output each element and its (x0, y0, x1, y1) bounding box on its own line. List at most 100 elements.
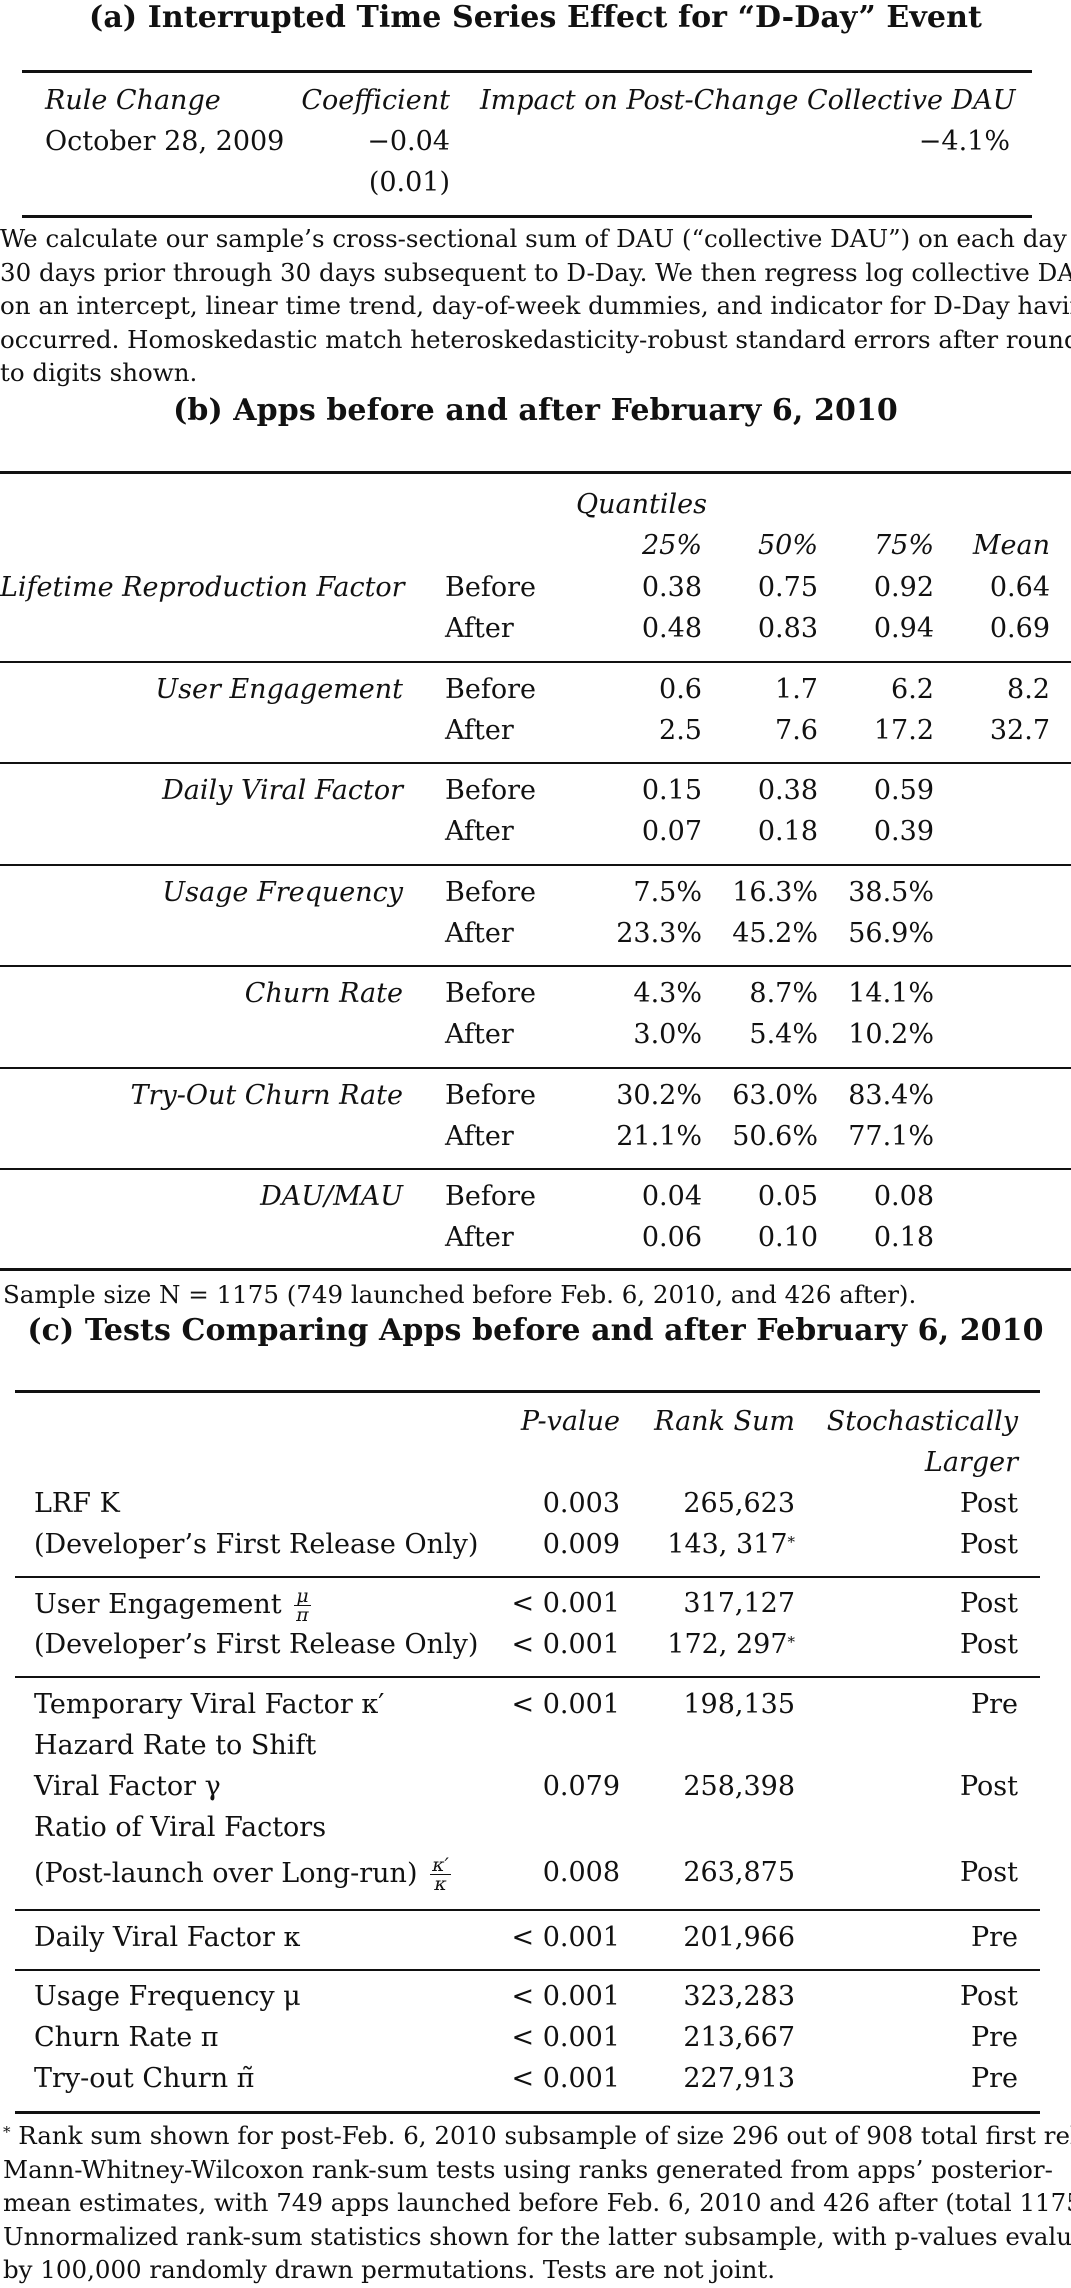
panel-c-rank-sum: 258,398 (683, 1771, 795, 1802)
panel-b-cell: 0.94 (873, 613, 934, 644)
panel-c-stochastically-larger: Pre (970, 2022, 1018, 2053)
panel-c-row-label: Temporary Viral Factor κ′ (34, 1689, 385, 1720)
panel-a-top-rule (22, 70, 1032, 73)
panel-b-col-50: 50% (757, 530, 818, 561)
panel-c-pvalue: 0.008 (542, 1857, 620, 1888)
panel-c-stochastically-larger: Post (959, 1488, 1018, 1519)
panel-c-pvalue: < 0.001 (511, 1981, 620, 2012)
fraction-symbol: κ′ κ (430, 1854, 451, 1895)
panel-c-pvalue: < 0.001 (511, 2022, 620, 2053)
panel-c-row-label: (Post-launch over Long-run) κ′ κ (34, 1854, 451, 1895)
panel-c-top-rule (15, 1390, 1040, 1393)
panel-b-cell: 14.1% (848, 978, 934, 1009)
panel-c-rank-sum: 323,283 (683, 1981, 795, 2012)
panel-b-cell: 0.92 (873, 572, 934, 603)
panel-b-variable-name: Lifetime Reproduction Factor (0, 572, 405, 603)
panel-a-header-rule-change: Rule Change (45, 85, 221, 116)
panel-a-note-line: on an intercept, linear time trend, day-… (0, 291, 1071, 320)
panel-b-cell: 0.10 (757, 1222, 818, 1253)
panel-b-period-label: After (445, 715, 514, 746)
panel-c-row-label: (Developer’s First Release Only) (34, 1529, 479, 1560)
panel-b-group-rule (0, 864, 1071, 866)
panel-c-stochastically-larger: Post (959, 1529, 1018, 1560)
panel-c-row-label: LRF K (34, 1488, 120, 1519)
panel-b-cell: 77.1% (848, 1121, 934, 1152)
panel-b-period-label: Before (445, 1080, 536, 1111)
panel-b-variable-name: Usage Frequency (162, 877, 403, 908)
panel-c-stochastically-larger: Post (959, 1981, 1018, 2012)
panel-b-variable-name: User Engagement (155, 674, 403, 705)
panel-a-header-impact: Impact on Post-Change Collective DAU (480, 85, 1016, 116)
panel-b-cell: 7.5% (633, 877, 702, 908)
panel-b-cell: 0.64 (989, 572, 1050, 603)
panel-b-period-label: Before (445, 775, 536, 806)
panel-c-stochastically-larger: Pre (970, 1922, 1018, 1953)
panel-b-cell: 16.3% (732, 877, 818, 908)
panel-c-note-line: by 100,000 randomly drawn permutations. … (3, 2255, 775, 2284)
panel-b-note-line: Sample size N = 1175 (749 launched befor… (3, 1280, 917, 1309)
panel-c-rank-sum: 201,966 (683, 1922, 795, 1953)
panel-a-note: We calculate our sample’s cross-sectiona… (0, 222, 1071, 390)
panel-b-note: Sample size N = 1175 (749 launched befor… (3, 1278, 1071, 1312)
panel-c-stochastically-larger: Post (959, 1629, 1018, 1660)
panel-b-cell: 17.2 (873, 715, 934, 746)
panel-b-period-label: Before (445, 674, 536, 705)
panel-c-row-label: Churn Rate π (34, 2022, 219, 2053)
panel-a-coefficient: −0.04 (367, 126, 450, 157)
panel-b-cell: 38.5% (848, 877, 934, 908)
panel-b-col-75: 75% (873, 530, 934, 561)
panel-c-stochastically-larger: Pre (970, 2063, 1018, 2094)
panel-b-cell: 10.2% (848, 1019, 934, 1050)
panel-b-group-rule (0, 762, 1071, 764)
panel-b-group-rule (0, 1168, 1071, 1170)
panel-b-period-label: Before (445, 978, 536, 1009)
panel-a-title: (a) Interrupted Time Series Effect for “… (89, 0, 982, 35)
panel-b-col-mean: Mean (972, 530, 1050, 561)
panel-c-pvalue: < 0.001 (511, 1689, 620, 1720)
panel-c-note-line: Mann-Whitney-Wilcoxon rank-sum tests usi… (3, 2154, 1053, 2184)
panel-b-cell: 83.4% (848, 1080, 934, 1111)
footnote-star: * (3, 2123, 11, 2141)
panel-b-title: (b) Apps before and after February 6, 20… (173, 393, 898, 428)
panel-a-note-line: We calculate our sample’s cross-sectiona… (0, 224, 1071, 253)
panel-b-variable-name: Churn Rate (244, 978, 403, 1009)
panel-a-standard-error: (0.01) (368, 167, 450, 198)
panel-b-period-label: After (445, 918, 514, 949)
panel-b-cell: 45.2% (732, 918, 818, 949)
panel-c-row-label: Daily Viral Factor κ (34, 1922, 301, 1953)
panel-b-period-label: After (445, 1121, 514, 1152)
panel-a-header-coefficient: Coefficient (301, 85, 450, 116)
panel-b-top-rule (0, 471, 1071, 474)
panel-b-cell: 1.7 (775, 674, 818, 705)
panel-b-cell: 30.2% (616, 1080, 702, 1111)
panel-c-rank-sum: 213,667 (683, 2022, 795, 2053)
panel-b-cell: 0.08 (873, 1181, 934, 1212)
panel-b-cell: 0.6 (659, 674, 702, 705)
panel-c-rank-sum: 172, 297* (667, 1629, 795, 1660)
panel-b-cell: 0.59 (873, 775, 934, 806)
panel-a-impact: −4.1% (918, 126, 1010, 157)
panel-c-row-label: Viral Factor γ (34, 1771, 221, 1802)
panel-c-row-label: (Developer’s First Release Only) (34, 1629, 479, 1660)
panel-b-cell: 7.6 (775, 715, 818, 746)
panel-c-note-line: Unnormalized rank-sum statistics shown f… (3, 2221, 1071, 2251)
panel-a-note-line: 30 days prior through 30 days subsequent… (0, 257, 1071, 287)
panel-c-group-rule (15, 1909, 1040, 1911)
panel-a-note-line: occurred. Homoskedastic match heterosked… (0, 324, 1071, 354)
panel-b-cell: 8.7% (749, 978, 818, 1009)
panel-c-rank-sum: 317,127 (683, 1588, 795, 1619)
panel-b-cell: 50.6% (732, 1121, 818, 1152)
panel-b-cell: 8.2 (1007, 674, 1050, 705)
panel-a-rule-date: October 28, 2009 (45, 126, 285, 157)
panel-b-cell: 3.0% (633, 1019, 702, 1050)
panel-b-period-label: After (445, 1222, 514, 1253)
panel-c-stochastically-larger: Post (959, 1588, 1018, 1619)
panel-b-cell: 0.18 (873, 1222, 934, 1253)
panel-b-period-label: Before (445, 572, 536, 603)
panel-b-cell: 0.38 (757, 775, 818, 806)
panel-b-cell: 0.06 (641, 1222, 702, 1253)
panel-b-cell: 0.48 (641, 613, 702, 644)
panel-b-cell: 2.5 (659, 715, 702, 746)
